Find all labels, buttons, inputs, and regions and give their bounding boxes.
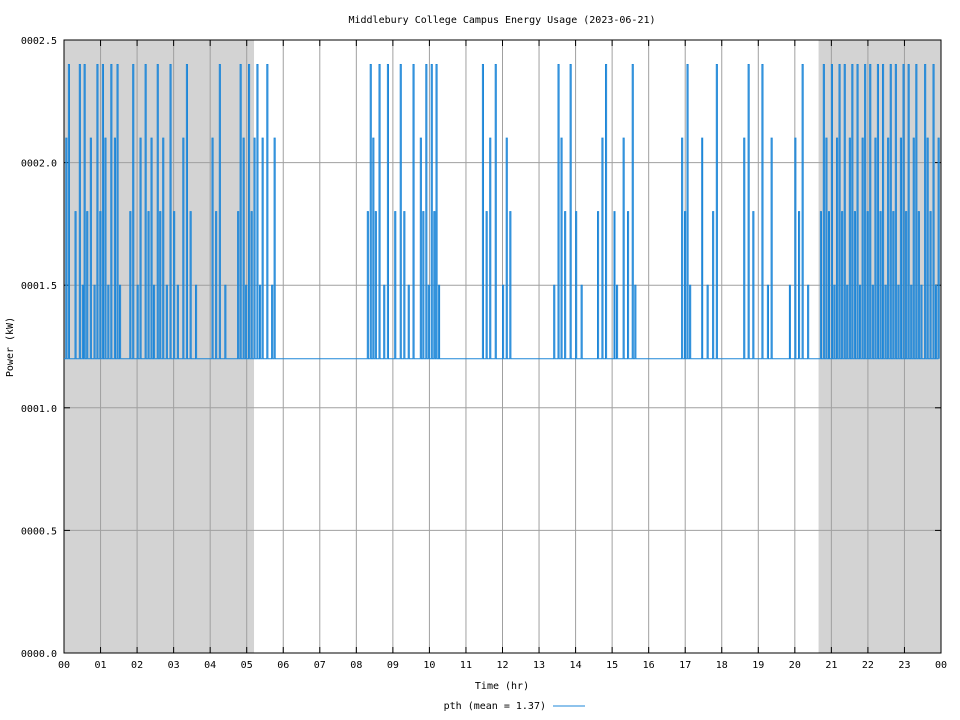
x-tick-label-18: 18 bbox=[716, 660, 728, 671]
series-group bbox=[64, 64, 940, 360]
y-axis-label: Power (kW) bbox=[5, 317, 16, 377]
x-tick-label-12: 12 bbox=[496, 660, 508, 671]
x-tick-label-10: 10 bbox=[423, 660, 435, 671]
x-tick-label-4: 04 bbox=[204, 660, 216, 671]
x-tick-label-22: 22 bbox=[862, 660, 874, 671]
x-tick-label-13: 13 bbox=[533, 660, 545, 671]
x-tick-label-8: 08 bbox=[350, 660, 362, 671]
x-tick-label-5: 05 bbox=[241, 660, 253, 671]
x-tick-label-2: 02 bbox=[131, 660, 143, 671]
x-tick-label-11: 11 bbox=[460, 660, 472, 671]
x-tick-label-19: 19 bbox=[752, 660, 764, 671]
x-tick-label-14: 14 bbox=[570, 660, 582, 671]
x-tick-label-1: 01 bbox=[95, 660, 107, 671]
x-tick-label-21: 21 bbox=[825, 660, 837, 671]
axis-ticks: 00 01 02 03 04 05 06 07 08 09 10 11 12 13 14 15 16 17 18 19… bbox=[21, 36, 947, 671]
x-tick-label-23: 23 bbox=[898, 660, 910, 671]
x-tick-label-24: 00 bbox=[935, 660, 947, 671]
x-tick-label-6: 06 bbox=[277, 660, 289, 671]
series-line-pth bbox=[64, 64, 940, 360]
y-tick-label-3: 0001.5 bbox=[21, 281, 57, 292]
night-shade-0 bbox=[64, 40, 255, 653]
x-tick-label-16: 16 bbox=[643, 660, 655, 671]
x-axis-label: Time (hr) bbox=[475, 681, 529, 692]
legend: pth (mean = 1.37) bbox=[444, 701, 585, 712]
y-tick-label-4: 0002.0 bbox=[21, 159, 57, 170]
chart-title: Middlebury College Campus Energy Usage (… bbox=[348, 15, 655, 26]
y-tick-label-0: 0000.0 bbox=[21, 649, 57, 660]
x-tick-label-3: 03 bbox=[168, 660, 180, 671]
x-tick-label-17: 17 bbox=[679, 660, 691, 671]
x-tick-label-20: 20 bbox=[789, 660, 801, 671]
x-tick-label-7: 07 bbox=[314, 660, 326, 671]
legend-label-pth: pth (mean = 1.37) bbox=[444, 701, 546, 712]
x-tick-label-0: 00 bbox=[58, 660, 70, 671]
x-tick-label-9: 09 bbox=[387, 660, 399, 671]
x-tick-label-15: 15 bbox=[606, 660, 618, 671]
y-tick-label-2: 0001.0 bbox=[21, 404, 57, 415]
y-tick-label-1: 0000.5 bbox=[21, 526, 57, 537]
y-tick-label-5: 0002.5 bbox=[21, 36, 57, 47]
